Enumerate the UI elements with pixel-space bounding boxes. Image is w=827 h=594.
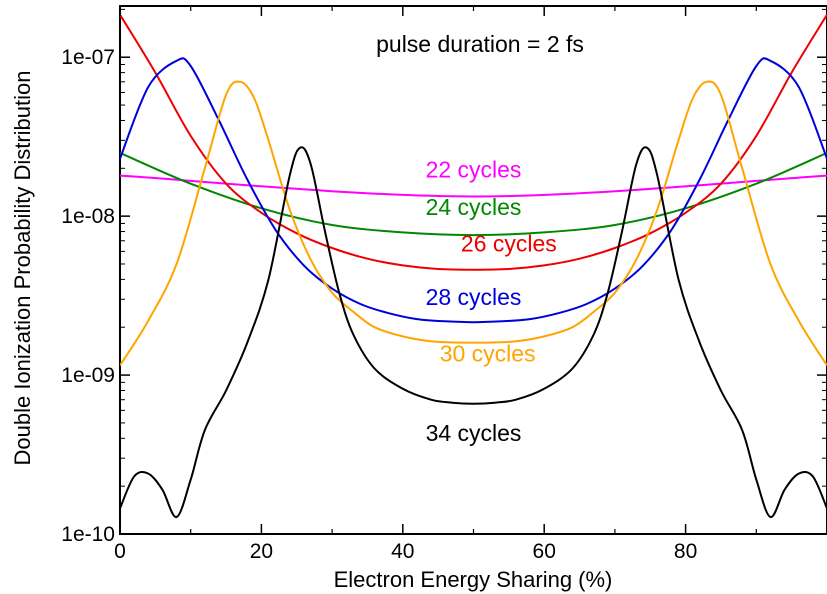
annotation-title: pulse duration = 2 fs: [376, 31, 584, 57]
series-line-26-cycles: [120, 14, 827, 271]
y-tick-label: 1e-09: [61, 364, 115, 387]
y-tick-label: 1e-08: [61, 205, 115, 228]
x-tick-label: 60: [533, 540, 556, 563]
x-tick-label: 20: [250, 540, 273, 563]
series-line-30-cycles: [120, 80, 827, 366]
y-axis-label: Double Ionization Probability Distributi…: [10, 71, 35, 466]
series-line-28-cycles: [120, 57, 827, 324]
series-line-34-cycles: [120, 146, 827, 518]
x-axis-label: Electron Energy Sharing (%): [334, 567, 613, 592]
series-label-26-cycles: 26 cycles: [461, 230, 557, 256]
series-line-24-cycles: [120, 151, 827, 237]
x-tick-label: 0: [114, 540, 126, 563]
series-label-30-cycles: 30 cycles: [440, 340, 536, 366]
y-tick-label: 1e-07: [61, 46, 115, 69]
x-tick-label: 80: [674, 540, 697, 563]
series-label-28-cycles: 28 cycles: [426, 284, 522, 310]
series-label-24-cycles: 24 cycles: [426, 194, 522, 220]
series-line-22-cycles: [120, 174, 827, 198]
x-tick-label: 40: [391, 540, 414, 563]
y-tick-label: 1e-10: [61, 523, 115, 546]
series-label-22-cycles: 22 cycles: [426, 157, 522, 183]
series-label-34-cycles: 34 cycles: [426, 420, 522, 446]
